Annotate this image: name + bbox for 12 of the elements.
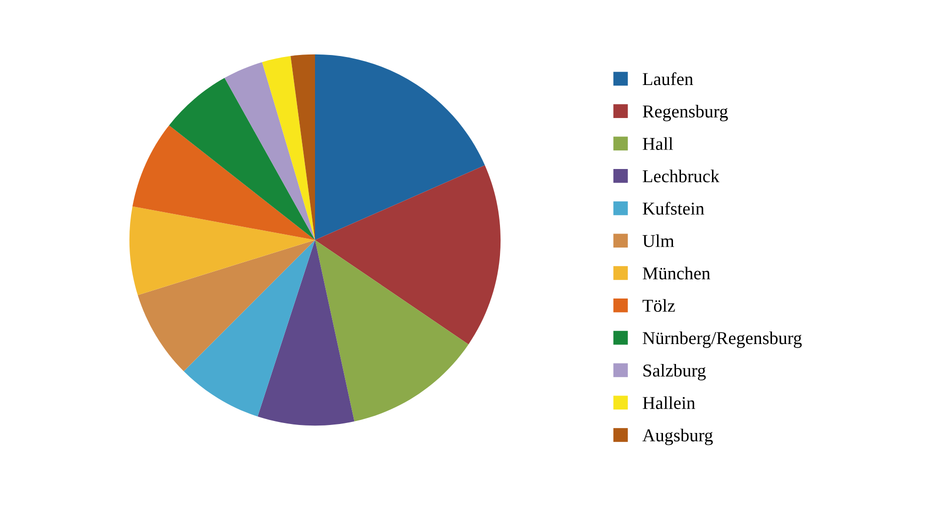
legend-label: Augsburg [642,428,713,446]
legend-label: Regensburg [642,104,728,122]
legend-label: Hall [642,137,673,150]
legend-label: Nürnberg/Regensburg [642,332,802,348]
legend-label: Ulm [642,234,674,248]
legend-label: Salzburg [643,364,706,380]
legend-label: Kufstein [642,202,704,215]
legend-label: Tölz [642,299,675,312]
legend-label: Lechbruck [642,170,720,182]
legend-label: Hallein [642,396,696,410]
legend-label: München [642,266,710,280]
legend-label: Laufen [642,72,694,86]
